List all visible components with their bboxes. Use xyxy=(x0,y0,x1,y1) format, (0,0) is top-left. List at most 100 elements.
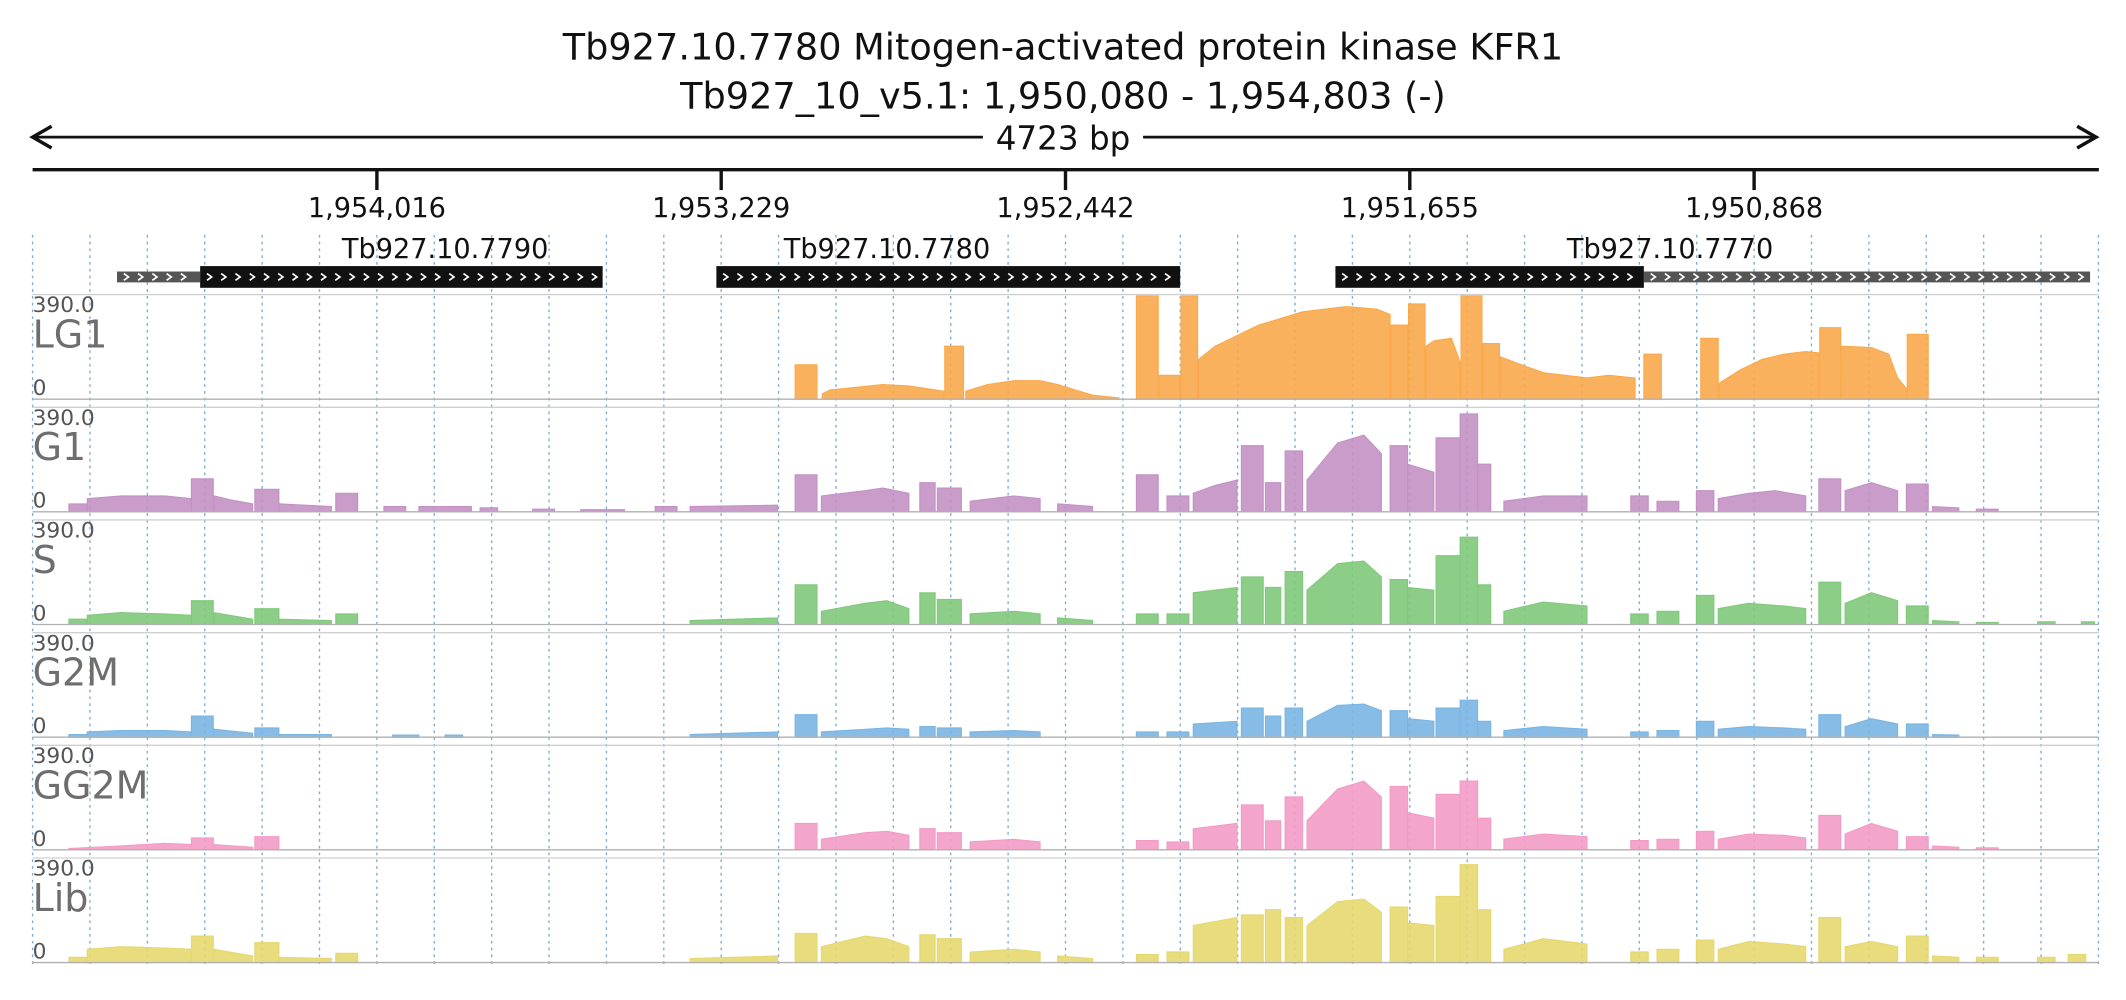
coverage-segment xyxy=(1818,814,1842,851)
coverage-segment xyxy=(1240,914,1264,964)
coverage-segment xyxy=(1841,345,1907,400)
coverage-segment xyxy=(335,613,359,626)
coverage-segment xyxy=(965,380,1120,400)
gene-cds xyxy=(716,266,1181,288)
coverage-segment xyxy=(1700,337,1719,400)
gene-utr xyxy=(1643,271,2091,283)
strand-chevrons-icon xyxy=(1650,272,2085,282)
coverage-segment xyxy=(1717,726,1807,738)
coverage-segment xyxy=(1477,909,1492,964)
coverage-segment xyxy=(1407,718,1435,738)
coverage-segment xyxy=(794,584,818,626)
coverage-segment xyxy=(1306,898,1382,964)
coverage-segment xyxy=(1844,718,1899,738)
coverage-segment xyxy=(969,495,1041,513)
gene-model[interactable]: Tb927.10.7780 xyxy=(716,234,1181,288)
gene-model[interactable]: Tb927.10.7770 xyxy=(1335,234,2091,288)
coverage-segment xyxy=(1656,730,1680,738)
coverage-track: 390.0 0 LG1 xyxy=(33,293,2099,401)
coverage-track: 390.0 0 G1 xyxy=(33,406,2099,514)
coverage-segment xyxy=(794,822,818,851)
coverage-segment xyxy=(1905,605,1929,626)
coverage-segment xyxy=(213,843,254,851)
gene-model[interactable]: Tb927.10.7790 xyxy=(117,234,603,288)
track-min-label: 0 xyxy=(33,714,47,739)
coverage-segment xyxy=(1135,474,1159,513)
coverage-segment xyxy=(1656,610,1680,626)
coverage-segment xyxy=(1503,495,1588,513)
coverage-segment xyxy=(86,730,192,738)
coverage-segment xyxy=(1844,940,1899,964)
coverage-segment xyxy=(1306,560,1382,626)
coverage-segment xyxy=(1717,833,1807,851)
coverage-segment xyxy=(1389,578,1409,626)
coverage-segment xyxy=(1264,715,1282,738)
coverage-segment xyxy=(1499,356,1636,400)
coverage-segment xyxy=(68,956,87,964)
coverage-segment xyxy=(1818,917,1842,964)
coverage-segment xyxy=(1435,555,1461,626)
coverage-segment xyxy=(1656,838,1680,851)
coverage-segment xyxy=(1057,503,1094,513)
coverage-segment xyxy=(936,487,962,513)
coverage-segment xyxy=(1818,581,1842,626)
coverage-segment xyxy=(1656,500,1680,513)
coverage-segment xyxy=(1135,840,1159,851)
coverage-segment xyxy=(794,714,818,738)
axis-tick-label: 1,953,229 xyxy=(652,193,790,224)
coverage-segment xyxy=(689,955,779,964)
coverage-segment xyxy=(919,726,936,738)
coverage-segment xyxy=(1389,445,1409,513)
coverage-segment xyxy=(1192,479,1238,513)
coverage-segment xyxy=(213,948,254,964)
coverage-segment xyxy=(190,837,214,851)
coverage-segment xyxy=(820,935,910,964)
coverage-segment xyxy=(1284,450,1304,513)
coverage-segment xyxy=(2067,954,2087,964)
coverage-segment xyxy=(1306,434,1382,513)
axis-tick-label: 1,954,016 xyxy=(308,193,446,224)
coverage-tracks: 390.00LG1390.00G1390.00S390.00G2M390.00G… xyxy=(33,293,2099,964)
coverage-segment xyxy=(1435,707,1461,738)
coverage-segment xyxy=(1630,613,1649,626)
coverage-segment xyxy=(335,492,359,513)
coverage-segment xyxy=(1264,909,1282,964)
coverage-segment xyxy=(1240,445,1264,513)
gene-title: Tb927.10.7780 Mitogen-activated protein … xyxy=(562,26,1563,69)
coverage-segment xyxy=(1389,906,1409,964)
coverage-segment xyxy=(1905,723,1929,738)
coverage-segment xyxy=(1306,780,1382,851)
coverage-segment xyxy=(1240,804,1264,851)
coverage-segment xyxy=(1818,478,1842,513)
coverage-segment xyxy=(1459,413,1479,513)
coverage-segment xyxy=(820,487,910,513)
coverage-segment xyxy=(820,600,910,626)
coverage-segment xyxy=(68,618,87,626)
coverage-track: 390.0 0 GG2M xyxy=(33,744,2099,852)
coverage-segment xyxy=(254,727,280,738)
coverage-segment xyxy=(213,728,254,738)
coverage-segment xyxy=(254,608,280,626)
coverage-segment xyxy=(2037,956,2056,964)
strand-chevrons-icon xyxy=(722,272,1172,282)
coverage-segment xyxy=(1459,699,1479,738)
coverage-segment xyxy=(936,727,962,738)
coverage-segment xyxy=(1932,505,1960,513)
coverage-segment xyxy=(1482,343,1501,400)
coverage-segment xyxy=(1407,812,1435,851)
track-name: LG1 xyxy=(33,313,108,357)
coverage-track: 390.0 0 Lib xyxy=(33,857,2099,964)
coverage-segment xyxy=(1656,948,1680,964)
gene-label: Tb927.10.7770 xyxy=(1566,234,1773,265)
coverage-segment xyxy=(1197,305,1391,400)
span-length-label: 4723 bp xyxy=(996,119,1131,157)
coverage-segment xyxy=(1135,613,1159,626)
coverage-segment xyxy=(1240,576,1264,626)
coverage-segment xyxy=(190,478,214,513)
coverage-segment xyxy=(1057,955,1094,964)
coverage-segment xyxy=(1389,785,1409,851)
coverage-segment xyxy=(1166,731,1190,738)
coverage-segment xyxy=(1158,374,1181,400)
coverage-segment xyxy=(1695,939,1715,964)
coverage-segment xyxy=(1166,495,1190,513)
